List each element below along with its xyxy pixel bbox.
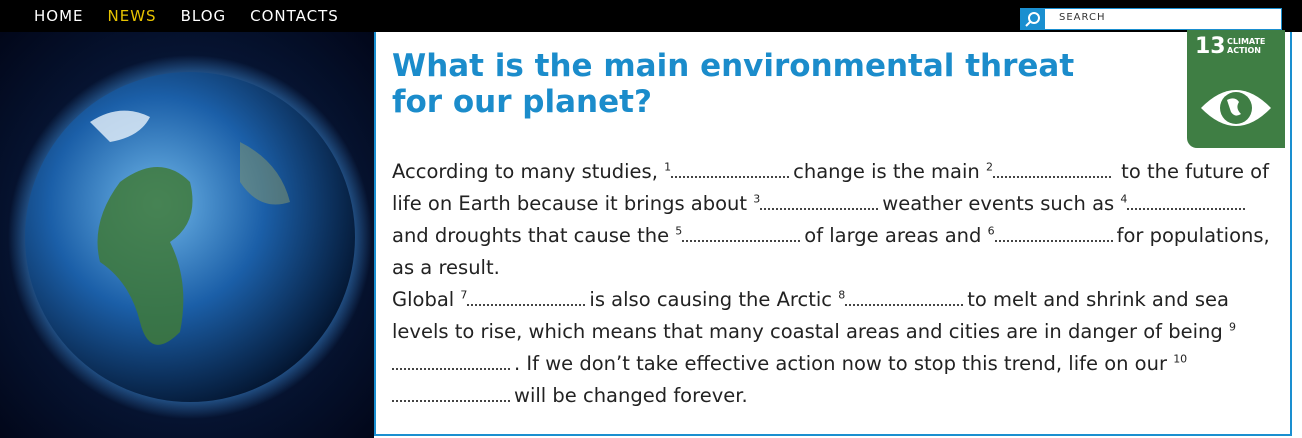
search-icon[interactable] (1021, 9, 1045, 29)
nav-link[interactable]: HOME (34, 7, 84, 25)
sdg-badge: 13 CLIMATE ACTION (1187, 30, 1285, 148)
gap-blank (392, 350, 510, 370)
search-box[interactable]: SEARCH (1020, 8, 1282, 30)
gap-number: 5 (675, 225, 682, 238)
top-bar: HOME NEWS BLOG CONTACTS SEARCH (0, 0, 1302, 32)
gap-number: 10 (1173, 353, 1187, 366)
gap-number: 4 (1120, 193, 1127, 206)
gap-number: 2 (986, 161, 993, 174)
text-run: According to many studies, (392, 160, 664, 183)
text-run: Global (392, 288, 460, 311)
article-title: What is the main environmental threat fo… (392, 48, 1092, 120)
gap-number: 6 (988, 225, 995, 238)
text-run: and droughts that cause the (392, 224, 675, 247)
article-body: According to many studies, 1 change is th… (392, 156, 1272, 412)
gap-number: 8 (838, 289, 845, 302)
gap-blank (671, 158, 789, 178)
gap-number: 9 (1229, 321, 1236, 334)
gap-blank (392, 382, 510, 402)
nav-link[interactable]: NEWS (108, 7, 157, 25)
gap-number: 3 (753, 193, 760, 206)
gap-blank (682, 222, 800, 242)
text-run: is also causing the Arctic (589, 288, 838, 311)
gap-blank (995, 222, 1113, 242)
gap-blank (993, 158, 1111, 178)
gap-blank (1127, 190, 1245, 210)
gap-blank (760, 190, 878, 210)
sdg-icon (1187, 30, 1285, 148)
text-run: . If we don’t take effective action now … (514, 352, 1173, 375)
gap-number: 7 (460, 289, 467, 302)
earth-image (0, 32, 374, 438)
text-run: of large areas and (804, 224, 987, 247)
paragraph: According to many studies, 1 change is th… (392, 156, 1272, 284)
text-run: will be changed forever. (514, 384, 748, 407)
nav-link[interactable]: CONTACTS (250, 7, 339, 25)
search-placeholder: SEARCH (1059, 12, 1105, 23)
gap-blank (845, 286, 963, 306)
nav-link[interactable]: BLOG (181, 7, 227, 25)
search-glyph (1021, 9, 1045, 29)
text-run: change is the main (793, 160, 986, 183)
page: HOME NEWS BLOG CONTACTS SEARCH What is t… (0, 0, 1302, 438)
gap-blank (467, 286, 585, 306)
gap-number: 1 (664, 161, 671, 174)
text-run: weather events such as (882, 192, 1120, 215)
nav: HOME NEWS BLOG CONTACTS (34, 0, 339, 32)
